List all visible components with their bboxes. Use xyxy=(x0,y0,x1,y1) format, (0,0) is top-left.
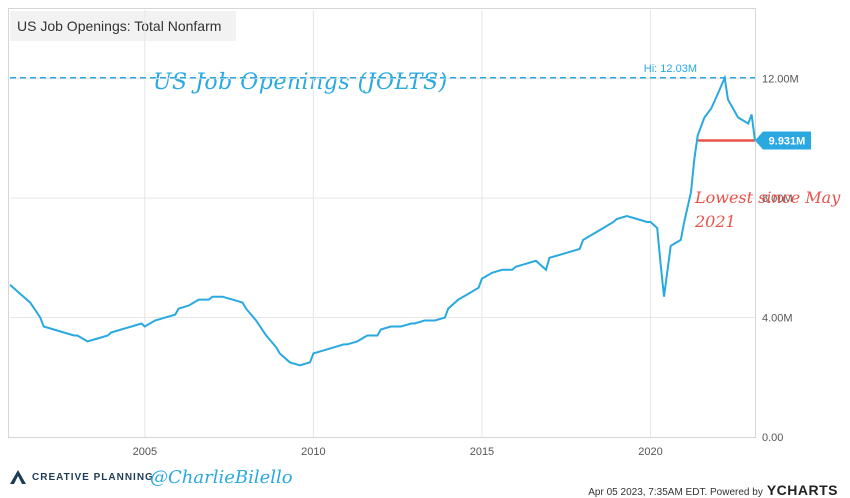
x-tick-label: 2020 xyxy=(638,446,662,458)
overlay-title: US Job Openings (JOLTS) xyxy=(153,70,448,95)
markers: Hi: 12.03M 9.931M xyxy=(10,63,811,150)
brand-name: CREATIVE PLANNING xyxy=(32,471,154,483)
annotation-line2: 2021 xyxy=(695,212,736,231)
x-tick-label: 2010 xyxy=(301,446,325,458)
brand-logo: CREATIVE PLANNING xyxy=(10,470,154,484)
chart-title: US Job Openings: Total Nonfarm xyxy=(10,11,236,41)
last-value-label: 9.931M xyxy=(769,135,806,147)
y-tick-label: 8.00M xyxy=(762,193,793,205)
annotation: Lowest since May 2021 xyxy=(695,186,845,234)
y-tick-label: 12.00M xyxy=(762,74,799,86)
series-line-job-openings xyxy=(9,74,756,367)
chart-frame xyxy=(8,8,756,438)
footer-right: Apr 05 2023, 7:35AM EDT. Powered by YCHAR… xyxy=(588,482,838,498)
x-tick-label: 2015 xyxy=(470,446,494,458)
axis-labels: 0.00 4.00M 8.00M 12.00M 2005 2010 2015 2020 xyxy=(133,74,799,458)
high-label: Hi: 12.03M xyxy=(644,63,697,75)
powered-by: Powered by xyxy=(710,487,763,498)
grid-lines xyxy=(10,10,755,437)
provider-logo: YCHARTS xyxy=(766,482,838,498)
y-tick-label: 4.00M xyxy=(762,313,793,325)
y-tick-label: 0.00 xyxy=(762,432,783,444)
timestamp: Apr 05 2023, 7:35AM EDT. xyxy=(588,487,708,498)
author-handle: @CharlieBilello xyxy=(150,467,293,488)
last-value-tag xyxy=(755,131,811,150)
annotation-line1: Lowest since May xyxy=(695,188,841,207)
x-tick-label: 2005 xyxy=(133,446,157,458)
brand-icon xyxy=(10,470,26,484)
